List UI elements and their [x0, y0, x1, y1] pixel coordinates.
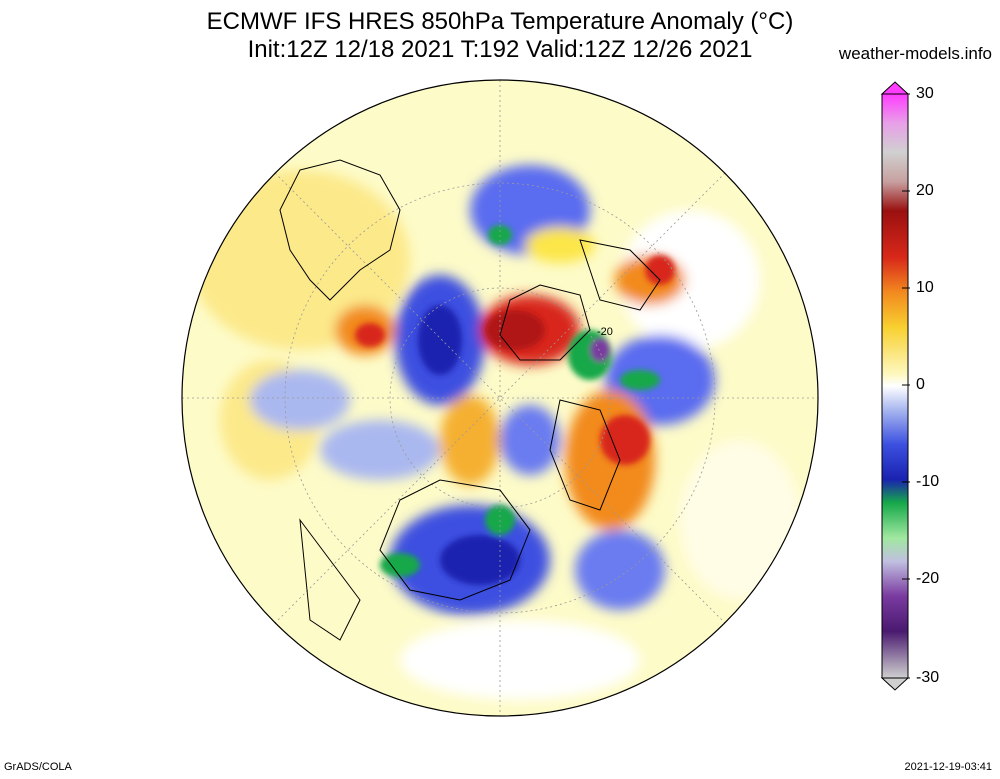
page-title-line-2: Init:12Z 12/18 2021 T:192 Valid:12Z 12/2…	[247, 36, 753, 63]
page-title-line-1: ECMWF IFS HRES 850hPa Temperature Anomal…	[206, 8, 794, 35]
colorbar-label: -10	[916, 473, 940, 490]
colorbar-label: -20	[916, 570, 940, 587]
generation-timestamp: 2021-12-19-03:41	[904, 761, 992, 773]
colorbar	[880, 81, 910, 691]
map-boundary	[181, 79, 819, 717]
site-label: weather-models.info	[838, 44, 992, 63]
colorbar-label: 20	[916, 182, 934, 199]
software-credit: GrADS/COLA	[4, 761, 72, 773]
colorbar-label: 0	[916, 376, 925, 393]
colorbar-label: -30	[916, 669, 940, 686]
map-field	[182, 80, 818, 716]
map-contour-label: -20	[597, 326, 613, 338]
colorbar-label: 10	[916, 279, 934, 296]
colorbar-label: 30	[916, 85, 934, 102]
